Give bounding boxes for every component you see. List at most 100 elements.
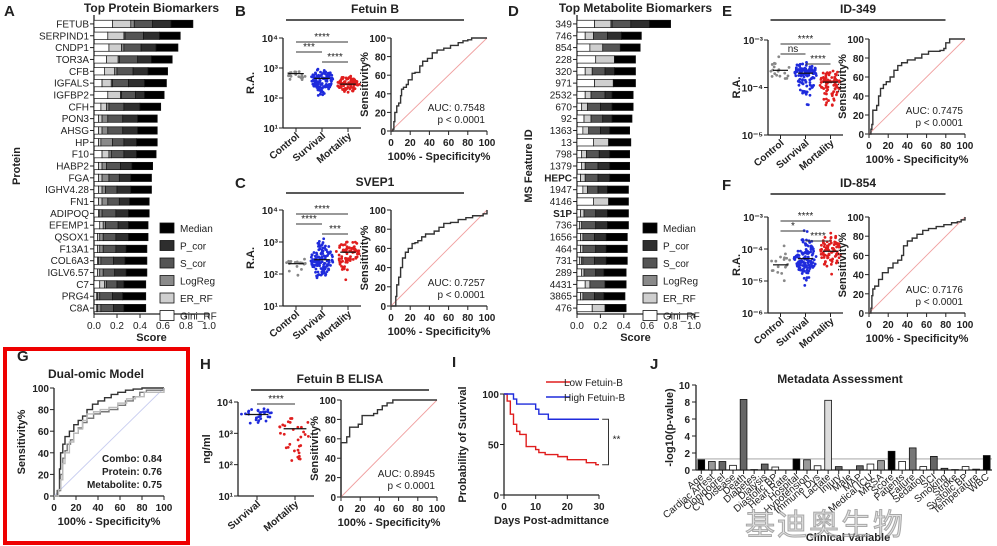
bar-segment-median (609, 126, 631, 135)
data-point (289, 74, 293, 78)
data-point (338, 244, 342, 248)
data-point (808, 267, 812, 270)
bar-segment-er_rf (580, 292, 584, 301)
data-point (279, 431, 282, 435)
bar-segment-p_cor (114, 268, 127, 277)
category-label: FN1 (70, 197, 89, 208)
data-point (313, 79, 317, 83)
category-label: HP (75, 138, 89, 149)
data-point (288, 420, 292, 424)
bar-segment-gini_rf (576, 161, 583, 171)
x-tick-label: 0.6 (156, 321, 170, 332)
category-label: 289 (555, 268, 572, 279)
data-point (327, 251, 331, 255)
bar-segment-s_cor (593, 31, 608, 40)
curve-roc (340, 399, 437, 497)
y-tick-label: 10⁻⁵ (742, 277, 763, 288)
data-point (322, 269, 326, 273)
data-point (327, 245, 331, 248)
data-point (316, 270, 320, 274)
x-tick-label: 40 (374, 504, 386, 515)
bar-segment-er_rf (107, 31, 125, 40)
x-tick-label: 60 (443, 138, 455, 149)
bar-segment-logreg (130, 19, 135, 28)
data-point (318, 244, 322, 248)
category-label: 349 (555, 19, 572, 30)
data-point (825, 101, 829, 105)
data-point (296, 425, 300, 429)
data-point (353, 87, 357, 91)
data-point (803, 262, 806, 266)
bar-segment-s_cor (582, 256, 595, 265)
bar-segment-er_rf (99, 280, 105, 289)
y-tick-label: 6 (684, 415, 690, 426)
panel-letter-F_scatter: F (722, 177, 731, 194)
bar-segment-er_rf (584, 90, 592, 99)
category-label: F10 (72, 150, 90, 161)
significance-label: **** (314, 204, 330, 215)
group-title: ID-349 (840, 2, 876, 16)
data-point (318, 247, 322, 251)
curve-roc (391, 210, 488, 307)
x-tick-label: 0.6 (640, 321, 654, 332)
bar-segment-gini_rf (93, 280, 101, 289)
bar-segment-gini_rf (93, 209, 99, 218)
data-point (783, 77, 787, 80)
significance-label: * (791, 221, 795, 232)
legend-label: Low Fetuin-B (564, 378, 623, 389)
data-point (827, 252, 831, 256)
data-point (803, 283, 807, 287)
bar-segment-median (129, 197, 150, 206)
bar-segment-er_rf (580, 209, 585, 218)
y-tick-label: 2 (684, 449, 690, 460)
bar-segment-logreg (101, 126, 109, 135)
data-point (837, 244, 841, 248)
data-point (828, 242, 831, 246)
reference-diagonal (53, 387, 165, 497)
category-label: QSOX1 (55, 233, 90, 244)
bar-segment-median (605, 244, 628, 253)
data-point (833, 82, 837, 86)
data-point (782, 244, 786, 248)
bar-segment-gini_rf (576, 280, 586, 289)
data-point (321, 246, 325, 250)
y-tick-label: 60 (375, 71, 387, 82)
bar-segment-s_cor (110, 150, 125, 159)
data-point (792, 255, 796, 259)
bar (972, 468, 980, 471)
data-point (321, 93, 325, 97)
data-point (302, 430, 305, 434)
data-point (780, 271, 784, 275)
data-point (314, 267, 318, 271)
category-label: 4431 (550, 280, 573, 291)
data-point (347, 76, 351, 79)
y-tick-label: 60 (38, 427, 50, 438)
data-point (348, 246, 351, 250)
bar-segment-p_cor (604, 90, 613, 99)
legend-label: LogReg (663, 277, 698, 288)
data-point (797, 74, 801, 77)
y-tick-label: 10⁴ (262, 34, 278, 45)
bar (930, 455, 938, 471)
bar-segment-p_cor (594, 292, 605, 301)
bar-segment-p_cor (595, 221, 608, 230)
legend-label: P_cor (180, 242, 207, 253)
significance-label: **** (798, 211, 814, 222)
p-value-label: p < 0.0001 (915, 297, 963, 308)
bar-segment-median (124, 256, 148, 265)
y-tick-label: 10⁻⁴ (742, 245, 763, 256)
x-axis-label: 100% - Specificity% (388, 151, 491, 163)
data-point (317, 242, 321, 246)
y-axis-label: -log10(p-value) (664, 388, 676, 467)
bar-segment-s_cor (133, 19, 153, 28)
bar (771, 466, 780, 471)
data-point (313, 84, 317, 88)
data-point (807, 263, 811, 267)
bar-segment-gini_rf (93, 173, 99, 182)
legend-label: P_cor (663, 242, 690, 253)
y-axis-label: R.A. (245, 247, 257, 269)
bar (834, 466, 843, 471)
bar-segment-gini_rf (93, 126, 99, 135)
category-label: PON3 (62, 114, 90, 125)
